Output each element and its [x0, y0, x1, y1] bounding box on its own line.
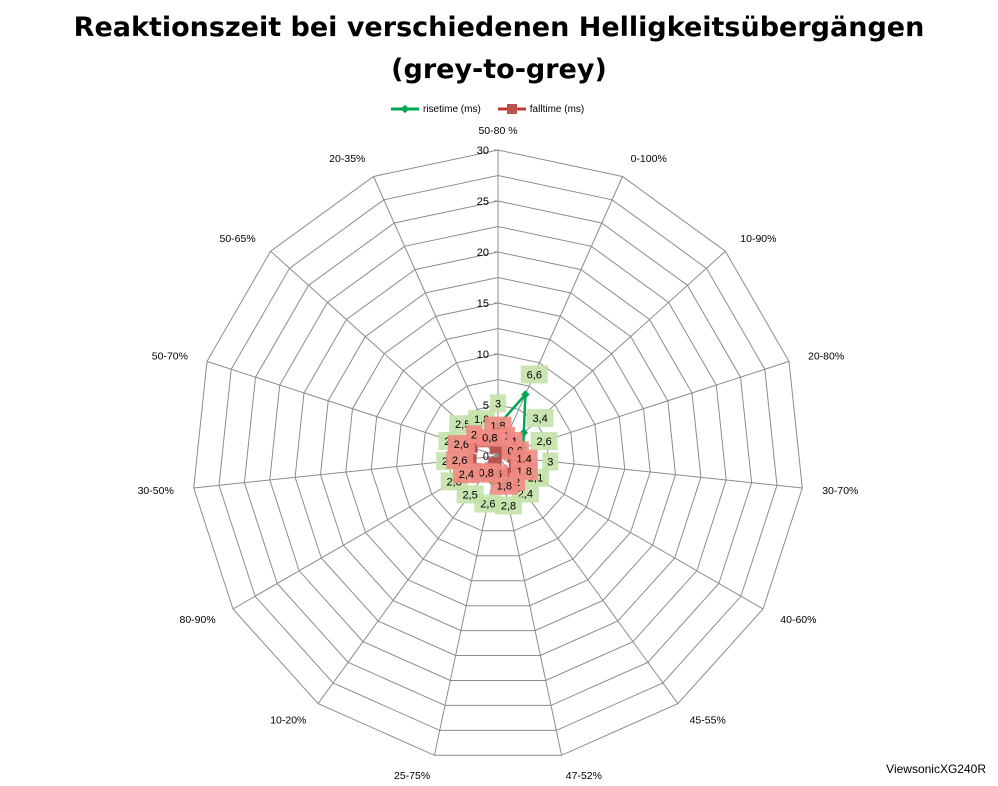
data-label-risetime: 3 — [495, 398, 501, 410]
data-label-falltime: 1,8 — [497, 481, 512, 493]
data-label-falltime: 2 — [471, 429, 477, 441]
chart-title-line-1: Reaktionszeit bei verschiedenen Helligke… — [73, 12, 925, 43]
legend-swatch-falltime — [497, 104, 526, 114]
grid-ring — [269, 225, 727, 681]
data-label-falltime: 2,6 — [454, 439, 469, 451]
data-label-risetime: 3 — [547, 457, 553, 469]
axis-label: 30-70% — [822, 485, 858, 497]
data-label-falltime: 2,6 — [452, 455, 467, 467]
grid-ring — [193, 149, 803, 756]
data-point-falltime — [488, 457, 499, 468]
data-label-box-risetime — [520, 365, 548, 384]
axis-label: 25-75% — [394, 770, 430, 782]
watermark-text: ViewsonicXG240R — [886, 762, 986, 776]
data-label-falltime: 2,4 — [459, 469, 474, 481]
legend-swatch-risetime — [391, 104, 419, 114]
grid-ring — [218, 174, 778, 731]
tick-label: 25 — [477, 196, 489, 208]
tick-label: 30 — [477, 145, 489, 157]
data-label-box-risetime — [495, 496, 522, 515]
axis-label: 50-70% — [152, 350, 188, 362]
axis-label: 10-20% — [270, 715, 306, 727]
data-label-risetime: 2,6 — [536, 436, 551, 448]
grid-ring — [396, 353, 600, 557]
data-label-falltime: 0,8 — [482, 433, 497, 445]
axis-label: 45-55% — [690, 715, 726, 727]
data-label-risetime: 2,8 — [501, 501, 516, 513]
axis-label: 50-80 % — [478, 125, 517, 137]
data-label-box-risetime — [526, 409, 554, 428]
data-point-falltime — [505, 467, 515, 478]
axis-label: 47-52% — [566, 770, 602, 782]
data-label-box-falltime — [452, 465, 480, 484]
axis-label: 80-90% — [179, 614, 215, 626]
chart-title-line-2: (grey-to-grey) — [391, 54, 607, 85]
legend-item-risetime: risetime (ms) — [390, 103, 481, 115]
legend-label-risetime: risetime (ms) — [423, 103, 481, 115]
axis-label: 50-65% — [219, 233, 255, 245]
tick-label: 20 — [477, 247, 489, 259]
data-label-risetime: 6,6 — [527, 369, 542, 381]
axis-label: 10-90% — [740, 233, 776, 245]
grid-ring — [319, 276, 677, 632]
tick-label: 0 — [483, 451, 489, 463]
data-label-risetime: 2,6 — [480, 499, 495, 511]
grid-ring — [243, 200, 753, 706]
grid-ring — [345, 302, 651, 607]
grid-ring — [421, 378, 575, 532]
grid-spoke — [497, 176, 623, 457]
chart-legend: risetime (ms) falltime (ms) — [390, 101, 600, 117]
axis-label: 20-35% — [329, 153, 365, 165]
grid-ring — [294, 251, 702, 656]
grid-ring — [370, 327, 626, 582]
data-point-risetime — [521, 390, 530, 399]
tick-label: 15 — [477, 298, 489, 310]
data-label-box-falltime — [446, 451, 474, 469]
data-label-box-risetime — [530, 432, 558, 450]
axis-label: 0-100% — [631, 153, 667, 165]
tick-label: 5 — [483, 400, 489, 412]
axis-label: 20-80% — [808, 350, 844, 362]
axis-label: 40-60% — [780, 614, 816, 626]
data-label-box-falltime — [476, 428, 504, 447]
grid-spoke — [373, 176, 499, 457]
data-label-box-risetime — [490, 394, 506, 413]
axis-label: 30-50% — [138, 485, 174, 497]
data-label-risetime: 2,5 — [462, 489, 477, 501]
tick-label: 10 — [477, 349, 489, 361]
legend-item-falltime: falltime (ms) — [497, 103, 584, 115]
data-point-falltime — [489, 443, 500, 454]
data-label-risetime: 3,4 — [532, 413, 547, 425]
data-label-box-risetime — [542, 452, 559, 471]
legend-label-falltime: falltime (ms) — [529, 103, 585, 115]
data-label-falltime: 0,8 — [479, 467, 494, 479]
